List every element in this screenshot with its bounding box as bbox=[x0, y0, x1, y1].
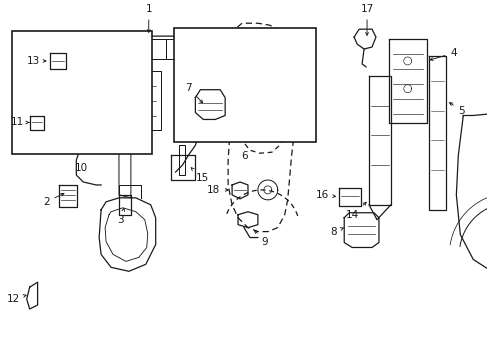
Text: 18: 18 bbox=[206, 185, 228, 195]
Text: 9: 9 bbox=[254, 230, 268, 247]
Text: 16: 16 bbox=[315, 190, 335, 200]
Text: 8: 8 bbox=[330, 226, 343, 237]
Text: 13: 13 bbox=[26, 56, 46, 66]
Text: 6: 6 bbox=[241, 151, 248, 161]
Text: 17: 17 bbox=[360, 4, 373, 35]
Text: 14: 14 bbox=[345, 202, 366, 220]
Text: 10: 10 bbox=[75, 163, 88, 173]
Bar bbox=[12, 31, 151, 154]
Text: 1: 1 bbox=[145, 4, 152, 32]
Text: 15: 15 bbox=[191, 168, 208, 183]
Text: 4: 4 bbox=[429, 48, 456, 60]
Text: 12: 12 bbox=[6, 294, 26, 304]
Text: 7: 7 bbox=[184, 83, 202, 103]
Bar bbox=[173, 28, 316, 142]
Text: 11: 11 bbox=[10, 117, 29, 127]
Text: 2: 2 bbox=[43, 193, 64, 207]
Text: 3: 3 bbox=[118, 208, 124, 225]
Text: 5: 5 bbox=[448, 103, 464, 116]
